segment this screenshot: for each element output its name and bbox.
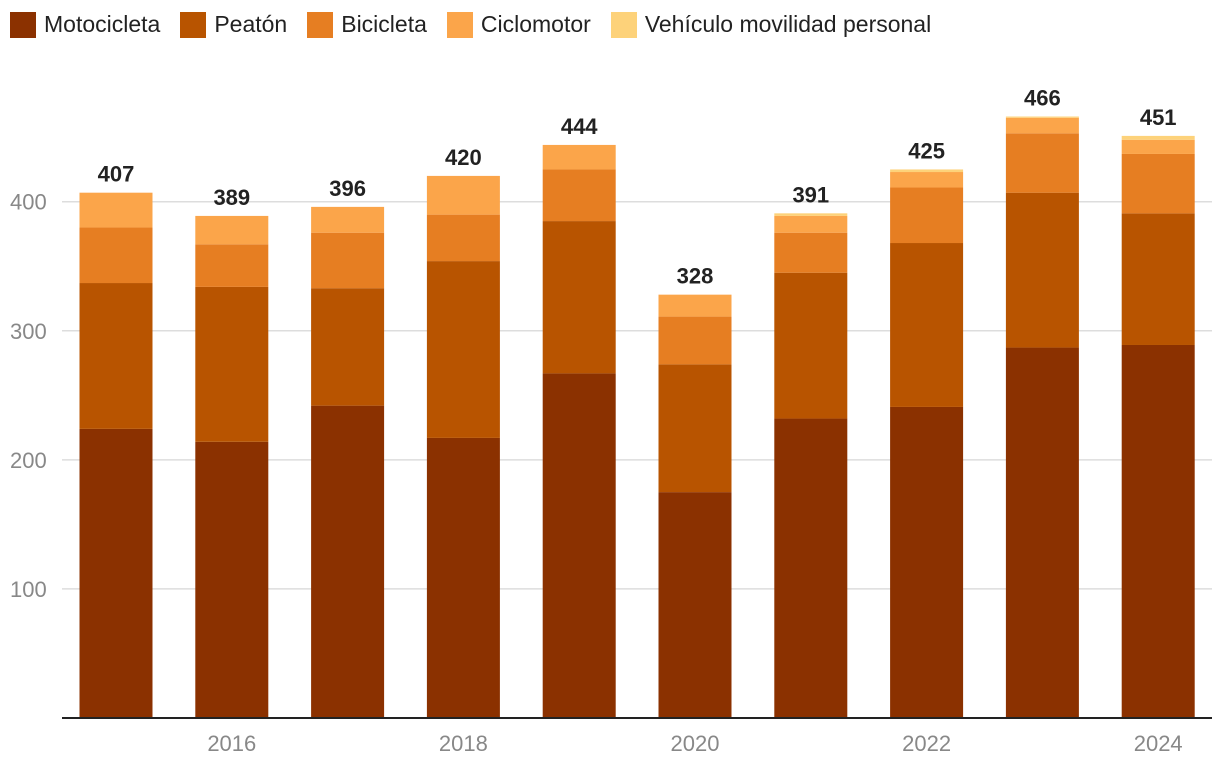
total-label: 328: [677, 264, 714, 289]
y-axis-ticks: 100 200 300 400: [10, 190, 47, 602]
legend-swatch: [610, 11, 637, 38]
bar-segment: [311, 288, 385, 406]
legend-label: Vehículo movilidad personal: [644, 11, 932, 37]
bar-segment: [1121, 139, 1195, 154]
x-tick-label: 2020: [671, 731, 720, 756]
bar-segment: [890, 187, 964, 244]
bar-segment: [774, 418, 848, 718]
bar-segment: [774, 213, 848, 216]
bars: [79, 116, 1195, 718]
legend: Motocicleta Peatón Bicicleta Ciclomotor Vehí…: [10, 11, 951, 38]
y-tick-label: 400: [10, 190, 47, 215]
legend-label: Ciclomotor: [480, 11, 591, 37]
bar-segment: [426, 175, 500, 215]
total-label: 466: [1024, 86, 1061, 111]
legend-swatch: [307, 11, 334, 38]
bar-segment: [195, 441, 269, 718]
bar-segment: [542, 169, 616, 222]
bar-segment: [774, 215, 848, 233]
bar-segment: [195, 244, 269, 287]
total-labels: 407 389 396 420 444 328 391 425 466 451: [98, 86, 1177, 289]
total-label: 389: [213, 185, 250, 210]
bar-segment: [774, 272, 848, 419]
bar-segment: [658, 316, 732, 365]
legend-swatch: [10, 11, 36, 38]
bar-segment: [426, 214, 500, 262]
bar-segment: [195, 215, 269, 245]
bar-segment: [542, 144, 616, 170]
x-tick-label: 2016: [207, 731, 256, 756]
y-tick-label: 200: [10, 448, 47, 473]
legend-swatch: [446, 11, 473, 38]
bar-segment: [79, 227, 153, 284]
bar-segment: [890, 243, 964, 407]
x-tick-label: 2018: [439, 731, 488, 756]
legend-item: Ciclomotor: [446, 11, 591, 38]
bar-segment: [890, 169, 964, 173]
bar-segment: [1005, 347, 1079, 718]
legend-swatch: [180, 11, 207, 38]
y-tick-label: 300: [10, 319, 47, 344]
bar-segment: [1121, 153, 1195, 214]
bar-segment: [1121, 344, 1195, 718]
total-label: 425: [908, 138, 945, 163]
bar-segment: [426, 437, 500, 718]
bar-segment: [311, 206, 385, 233]
total-label: 396: [329, 176, 366, 201]
bar-segment: [1005, 116, 1079, 118]
bar-segment: [79, 283, 153, 429]
bar-segment: [774, 232, 848, 273]
bar-segment: [426, 261, 500, 438]
bar-segment: [311, 405, 385, 718]
bar-segment: [1005, 117, 1079, 134]
bar-segment: [311, 232, 385, 289]
total-label: 391: [792, 182, 829, 207]
bar-segment: [658, 294, 732, 317]
bar-segment: [658, 364, 732, 493]
legend-item: Motocicleta: [10, 11, 160, 38]
legend-item: Bicicleta: [307, 11, 427, 38]
x-tick-label: 2024: [1134, 731, 1183, 756]
bar-segment: [1005, 192, 1079, 348]
y-tick-label: 100: [10, 577, 47, 602]
legend-item: Vehículo movilidad personal: [610, 11, 932, 38]
legend-item: Peatón: [180, 11, 287, 38]
total-label: 451: [1140, 105, 1177, 130]
bar-segment: [1121, 135, 1195, 140]
x-axis-ticks: 2016 2018 2020 2022 2024: [207, 731, 1182, 756]
bar-segment: [890, 172, 964, 188]
bar-segment: [79, 192, 153, 228]
legend-label: Peatón: [214, 11, 288, 37]
bar-segment: [658, 492, 732, 718]
bar-segment: [1121, 213, 1195, 345]
bar-segment: [542, 373, 616, 718]
total-label: 444: [561, 114, 598, 139]
legend-label: Bicicleta: [341, 11, 427, 37]
total-label: 420: [445, 145, 482, 170]
total-label: 407: [98, 162, 135, 187]
bar-segment: [1005, 133, 1079, 193]
bar-segment: [79, 428, 153, 718]
x-tick-label: 2022: [902, 731, 951, 756]
bar-segment: [195, 286, 269, 442]
legend-label: Motocicleta: [44, 11, 161, 37]
bar-segment: [542, 221, 616, 374]
bar-segment: [890, 406, 964, 718]
